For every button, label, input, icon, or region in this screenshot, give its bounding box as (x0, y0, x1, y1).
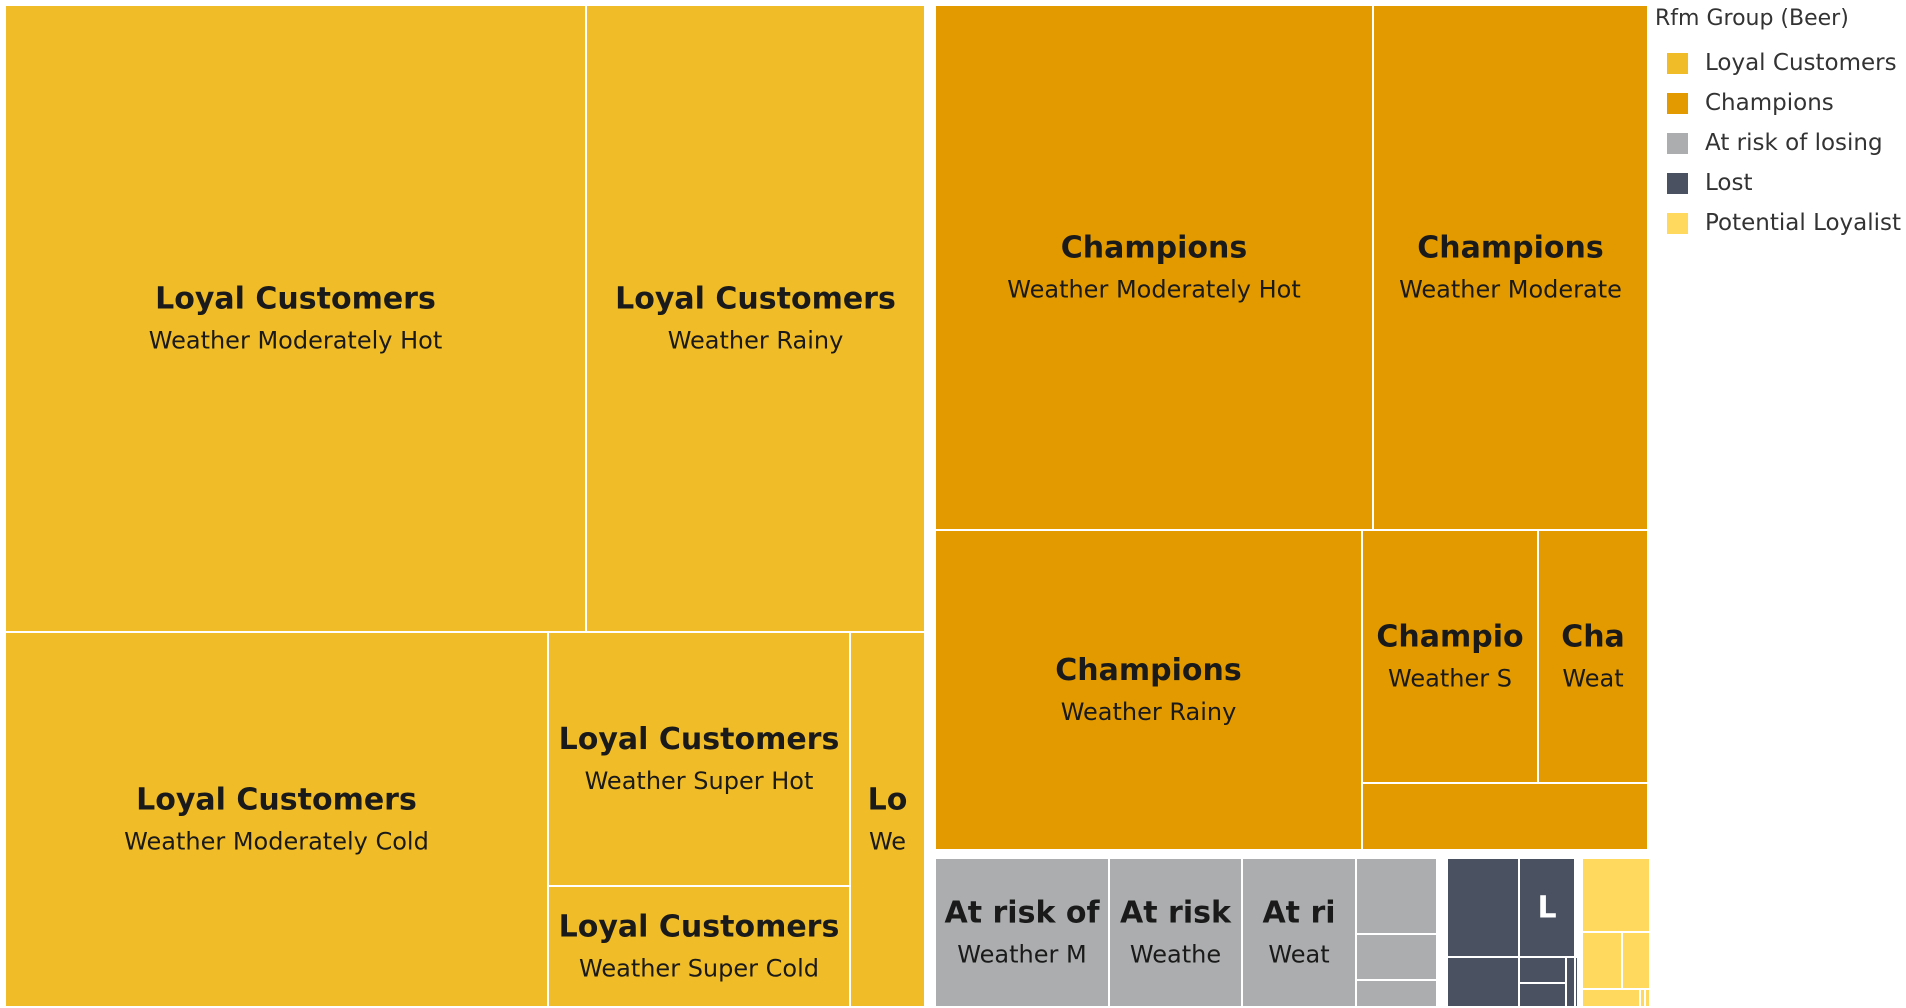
treemap-cell[interactable] (1361, 782, 1649, 851)
legend-title: Rfm Group (Beer) (1655, 6, 1849, 31)
cell-title: Loyal Customers (559, 910, 840, 945)
cell-subtitle: We (869, 828, 906, 856)
treemap-cell[interactable] (4, 631, 549, 1008)
cell-subtitle: Weather Moderately Hot (1007, 276, 1300, 304)
legend-label: Lost (1705, 170, 1753, 196)
treemap-chart: Loyal Customers Weather Moderately Hot Loy… (4, 4, 1650, 1008)
cell-title: Champions (1417, 231, 1603, 266)
legend-item[interactable]: Loyal Customers (1655, 43, 1905, 83)
legend-label: Champions (1705, 90, 1834, 116)
treemap-cell[interactable] (934, 529, 1363, 851)
treemap-cell[interactable] (1581, 988, 1641, 1008)
group-champions: Champions Weather Moderately Hot Champions… (934, 4, 1649, 851)
cell-title: Loyal Customers (136, 783, 417, 818)
cell-title: At ri (1262, 896, 1335, 931)
cell-title: Cha (1561, 620, 1625, 655)
cell-subtitle: Weat (1562, 665, 1623, 693)
treemap-cell[interactable] (934, 4, 1374, 531)
group-lost: L (1446, 857, 1579, 1008)
treemap-cell[interactable] (1355, 933, 1438, 981)
cell-subtitle: Weathe (1130, 941, 1221, 969)
treemap-cell[interactable] (585, 4, 926, 633)
legend-swatch (1667, 132, 1688, 154)
treemap-cell[interactable] (849, 631, 926, 1008)
cell-subtitle: Weather Super Cold (579, 955, 819, 983)
cell-title: Champions (1055, 653, 1241, 688)
treemap-cell[interactable] (547, 885, 851, 1008)
legend-item[interactable]: At risk of losing (1655, 123, 1905, 163)
group-potential-loyalist (1581, 857, 1650, 1008)
cell-subtitle: Weather S (1388, 665, 1512, 693)
treemap-cell[interactable] (934, 857, 1110, 1008)
cell-subtitle: Weather Rainy (1061, 698, 1237, 726)
group-loyal-customers: Loyal Customers Weather Moderately Hot Loy… (4, 4, 926, 1008)
cell-subtitle: Weather Rainy (668, 327, 844, 355)
legend-label: At risk of losing (1705, 130, 1883, 156)
treemap-cell[interactable] (547, 631, 851, 887)
treemap-cell[interactable] (1518, 857, 1576, 958)
treemap-cell[interactable] (1241, 857, 1357, 1008)
cell-title: At risk of (945, 896, 1101, 931)
treemap-cell[interactable] (4, 4, 587, 633)
cell-title: L (1537, 891, 1556, 926)
cell-subtitle: Weat (1268, 941, 1329, 969)
treemap-cell[interactable] (1446, 857, 1520, 958)
treemap-cell[interactable] (1644, 988, 1650, 1008)
treemap-cell[interactable] (1537, 529, 1649, 784)
cell-subtitle: Weather Super Hot (585, 767, 814, 795)
legend-swatch (1667, 172, 1688, 194)
cell-title: Champions (1061, 231, 1247, 266)
legend-label: Potential Loyalist (1705, 210, 1902, 236)
legend-item[interactable]: Lost (1655, 163, 1905, 203)
cell-title: Loyal Customers (615, 282, 896, 317)
treemap-cell[interactable] (1372, 4, 1649, 531)
group-at-risk-of-losing: At risk of Weather M At risk Weathe At ri Wea… (934, 857, 1438, 1008)
treemap-cell[interactable] (1574, 956, 1579, 1008)
legend-item[interactable]: Potential Loyalist (1655, 203, 1905, 243)
legend-item[interactable]: Champions (1655, 83, 1905, 123)
cell-title: Champio (1376, 620, 1523, 655)
treemap-cell[interactable] (1621, 931, 1650, 990)
cell-title: Loyal Customers (155, 282, 436, 317)
cell-title: Lo (868, 783, 908, 818)
legend-swatch (1667, 52, 1688, 74)
legend-swatch (1667, 92, 1688, 114)
cell-title: At risk (1120, 896, 1232, 931)
cell-subtitle: Weather Moderately Cold (124, 828, 429, 856)
treemap-cell[interactable] (1355, 979, 1438, 1008)
treemap-cell[interactable] (1581, 931, 1623, 990)
cell-title: Loyal Customers (559, 722, 840, 757)
treemap-cell[interactable] (1565, 956, 1576, 1008)
treemap-cell[interactable] (1518, 956, 1567, 984)
treemap-cell[interactable] (1108, 857, 1243, 1008)
treemap-cell[interactable] (1518, 982, 1567, 1008)
treemap-cell[interactable] (1581, 857, 1650, 933)
cell-subtitle: Weather Moderate (1399, 276, 1622, 304)
legend-label: Loyal Customers (1705, 50, 1897, 76)
legend-swatch (1667, 212, 1688, 234)
treemap-cell[interactable] (1446, 956, 1520, 1008)
treemap-cell[interactable] (1361, 529, 1539, 784)
cell-subtitle: Weather Moderately Hot (149, 327, 442, 355)
legend-items: Loyal Customers Champions At risk of losin… (1655, 43, 1905, 243)
treemap-cell[interactable] (1355, 857, 1438, 935)
cell-subtitle: Weather M (957, 941, 1086, 969)
legend: Rfm Group (Beer) Loyal Customers Champion… (1655, 6, 1905, 243)
